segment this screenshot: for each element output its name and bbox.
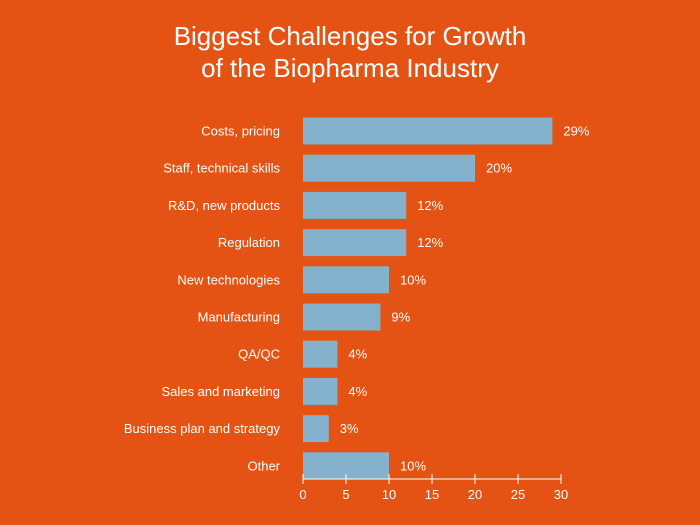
x-tick-label: 20 bbox=[468, 487, 482, 502]
category-label: Manufacturing bbox=[198, 310, 280, 325]
bar bbox=[303, 303, 381, 331]
category-label: R&D, new products bbox=[168, 198, 280, 213]
value-label: 4% bbox=[348, 347, 367, 362]
category-label: Other bbox=[247, 458, 280, 473]
value-label: 9% bbox=[391, 310, 410, 325]
value-label: 29% bbox=[563, 124, 589, 139]
value-label: 20% bbox=[486, 161, 512, 176]
x-tick-label: 15 bbox=[425, 487, 439, 502]
category-label: Staff, technical skills bbox=[163, 161, 280, 176]
value-label: 10% bbox=[400, 458, 426, 473]
bar bbox=[303, 340, 338, 368]
bar bbox=[303, 415, 329, 443]
x-tick-label: 30 bbox=[554, 487, 568, 502]
category-label: Sales and marketing bbox=[161, 384, 280, 399]
x-tick-label: 5 bbox=[342, 487, 349, 502]
value-label: 10% bbox=[400, 272, 426, 287]
x-tick-label: 10 bbox=[382, 487, 396, 502]
category-label: QA/QC bbox=[238, 347, 280, 362]
category-label: New technologies bbox=[177, 272, 280, 287]
chart-title: Biggest Challenges for Growth of the Bio… bbox=[0, 20, 700, 84]
bar bbox=[303, 229, 407, 257]
bar bbox=[303, 191, 407, 219]
category-label: Costs, pricing bbox=[201, 124, 280, 139]
chart-title-line-2: of the Biopharma Industry bbox=[201, 53, 499, 83]
value-label: 12% bbox=[417, 198, 443, 213]
category-label: Business plan and strategy bbox=[124, 421, 281, 436]
x-tick-label: 0 bbox=[299, 487, 306, 502]
category-label: Regulation bbox=[218, 235, 280, 250]
value-label: 12% bbox=[417, 235, 443, 250]
bar bbox=[303, 266, 389, 294]
value-label: 3% bbox=[340, 421, 359, 436]
chart-title-line-1: Biggest Challenges for Growth bbox=[173, 21, 527, 51]
bar bbox=[303, 117, 553, 145]
x-tick-label: 25 bbox=[511, 487, 525, 502]
bar bbox=[303, 377, 338, 405]
value-label: 4% bbox=[348, 384, 367, 399]
bar bbox=[303, 154, 475, 182]
